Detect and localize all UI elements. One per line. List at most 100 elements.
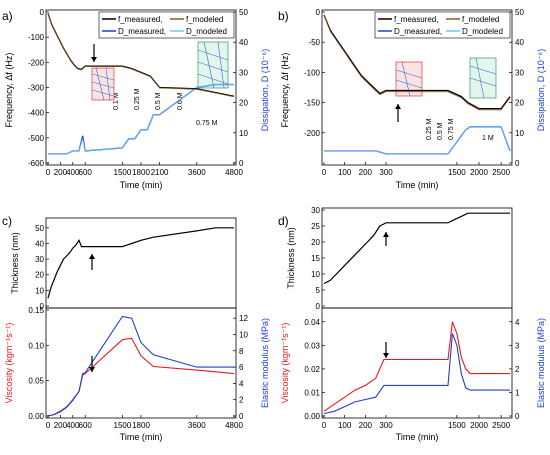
- legend-b-f-measured: f_measured,: [394, 15, 438, 24]
- chart-a-d-modeled-line: [48, 84, 234, 155]
- chart-d-xtick-label: 1500: [448, 421, 466, 430]
- chart-a-right-ytick-label: 30: [239, 68, 248, 77]
- chart-c-left-ytick-label: 0.00: [28, 412, 44, 421]
- chart-d-left-ytick-label: 0.02: [304, 365, 320, 374]
- chart-b-xtick-label: 0: [322, 168, 327, 177]
- chart-c-xtick-label: 4800: [225, 421, 243, 430]
- chart-b-xtick-label: 2000: [470, 168, 488, 177]
- chart-b-xtick-label: 2500: [492, 168, 510, 177]
- chart-c-right-ytick-label: 6: [239, 363, 244, 372]
- chart-b-right-ytick-label: 20: [515, 99, 524, 108]
- chart-a-right-ytick-label: 40: [239, 38, 248, 47]
- annotation-b-1: 0.5 M: [437, 122, 444, 140]
- chart-c-top-ytick-label: 0: [40, 302, 45, 311]
- chart-d-top-ytick-label: 0: [316, 302, 321, 311]
- chart-b-right-ytick-label: 50: [515, 8, 524, 17]
- chart-d-xtick-label: 300: [379, 421, 393, 430]
- chart-d-bottom-arrowhead-icon: [383, 353, 389, 358]
- chart-b-plot: 0 100 200 300 1500 2000 2500 0 -50 -100 -150 -200 0 1…: [304, 8, 524, 177]
- chart-c-right-ytick-label: 12: [239, 314, 248, 323]
- chart-b-left-ytick-label: 0: [316, 8, 321, 17]
- chart-c-xtick-label: 3600: [188, 421, 206, 430]
- chart-a-xtick-label: 600: [79, 168, 93, 177]
- chart-a-f-modeled-line: [47, 13, 235, 98]
- chart-d-left-ytick-label: 0.00: [304, 412, 320, 421]
- chart-d-top-ytick-label: 20: [311, 238, 320, 247]
- chart-a-xtick-label: 3600: [188, 168, 206, 177]
- chart-c-left-ytick-label: 0.10: [28, 341, 44, 350]
- chart-c-elastic-modulus-line: [47, 315, 234, 417]
- annotation-a-0: 0.1 M: [113, 92, 120, 110]
- chart-d-right-ytick-label: 0: [515, 412, 520, 421]
- chart-d-left-ytick-label: 0.04: [304, 318, 320, 327]
- chart-b-arrowhead-icon: [395, 104, 401, 109]
- chart-d-top-ytick-label: 30: [311, 206, 320, 215]
- chart-c-left-ytick-label: 0.05: [28, 377, 44, 386]
- chart-c-xtick-label: 600: [79, 421, 93, 430]
- chart-d-plot: 0 100 200 300 1500 2000 25000510152025300.000.…: [304, 206, 520, 430]
- chart-c-right-ytick-label: 0: [239, 412, 244, 421]
- chart-b-left-ytick-label: -150: [304, 99, 321, 108]
- chart-b-xtick-label: 1500: [448, 168, 466, 177]
- chart-a-left-ytick-label: -200: [28, 58, 45, 67]
- chart-d-right-ytick-label: 2: [515, 365, 520, 374]
- chart-d-xtick-label: 2500: [492, 421, 510, 430]
- chart-d-left-ytick-label: 0.01: [304, 388, 320, 397]
- chart-d-right-ytick-label: 3: [515, 341, 520, 350]
- chart-d-ylabel-left: Viscosity (kgm⁻¹s⁻¹): [280, 323, 290, 404]
- chart-a-left-ytick-label: -600: [28, 159, 45, 168]
- chart-c-xtick-label: 1800: [132, 421, 150, 430]
- chart-a-xtick-label: 1800: [132, 168, 150, 177]
- annotation-b-0: 0.25 M: [426, 118, 433, 140]
- chart-c-right-ytick-label: 2: [239, 396, 244, 405]
- chart-c-viscosity-line: [47, 337, 235, 417]
- chart-c-ylabel-top: Thickness (nm): [10, 232, 20, 294]
- chart-c-top-ytick-label: 40: [35, 239, 44, 248]
- network-structure-icon-a1: [91, 67, 115, 101]
- chart-c-right-ytick-label: 8: [239, 347, 244, 356]
- chart-c-top-ytick-label: 10: [35, 286, 44, 295]
- chart-c-right-ytick-label: 4: [239, 379, 244, 388]
- chart-a-left-ytick-label: 0: [40, 8, 45, 17]
- chart-d-left-ytick-label: 0.03: [304, 341, 320, 350]
- chart-c-xtick-label: 200: [54, 421, 68, 430]
- chart-c-xtick-label: 0: [46, 421, 51, 430]
- chart-d-top-ytick-label: 5: [316, 286, 321, 295]
- chart-b-left-ytick-label: -50: [308, 38, 320, 47]
- annotation-a-3: 0.6 M: [177, 92, 184, 110]
- legend-b-d-measured: D_measured,: [394, 27, 442, 36]
- chart-b-right-ytick-label: 0: [515, 159, 520, 168]
- chart-d-elastic-modulus-line: [323, 333, 510, 415]
- chart-b-xtick-label: 100: [338, 168, 352, 177]
- chart-c-bottom-frame: [45, 307, 237, 419]
- chart-b-xtick-label: 300: [379, 168, 393, 177]
- legend-b: f_measured, f_modeled D_measured, D_mode…: [374, 11, 511, 39]
- chart-b-ylabel-right: Dissipation, D (10⁻⁶): [536, 49, 546, 131]
- legend-a-f-measured: f_measured,: [118, 15, 162, 24]
- chart-a-left-ytick-label: -300: [28, 84, 45, 93]
- chart-d-top-ytick-label: 10: [311, 270, 320, 279]
- chart-a-left-ytick-label: -100: [28, 33, 45, 42]
- chart-d-right-ytick-label: 4: [515, 318, 520, 327]
- chart-c-left-ytick-label: 0.15: [28, 306, 44, 315]
- chart-b-right-ytick-label: 30: [515, 68, 524, 77]
- chart-b-left-ytick-label: -200: [304, 129, 321, 138]
- panel-label-b: b): [278, 9, 289, 23]
- chart-a-arrowhead-icon: [91, 57, 97, 62]
- panel-label-c: c): [2, 214, 12, 228]
- chart-a-left-ytick-label: -500: [28, 134, 45, 143]
- chart-d-right-ytick-label: 1: [515, 388, 520, 397]
- legend-b-d-modeled: D_modeled: [462, 27, 503, 36]
- chart-b-frame: [321, 9, 513, 166]
- chart-d-xlabel: Time (min): [396, 432, 439, 442]
- annotation-b-2: 0.75 M: [448, 118, 455, 140]
- annotation-a-4: 0.75 M: [196, 120, 218, 127]
- chart-c-xtick-label: 400: [66, 421, 80, 430]
- chart-b-xlabel: Time (min): [396, 180, 439, 190]
- chart-c-ylabel-right: Elastic modulus (MPa): [260, 318, 270, 408]
- chart-d-ylabel-right: Elastic modulus (MPa): [536, 318, 546, 408]
- chart-b-ylabel-left: Frequency, Δf (Hz): [280, 53, 290, 128]
- chart-c-xtick-label: 1500: [114, 421, 132, 430]
- chart-c-plot: 0 200 400 600 1500 1800 3600 4800010203040500.0…: [28, 224, 248, 430]
- chart-a-right-ytick-label: 0: [239, 159, 244, 168]
